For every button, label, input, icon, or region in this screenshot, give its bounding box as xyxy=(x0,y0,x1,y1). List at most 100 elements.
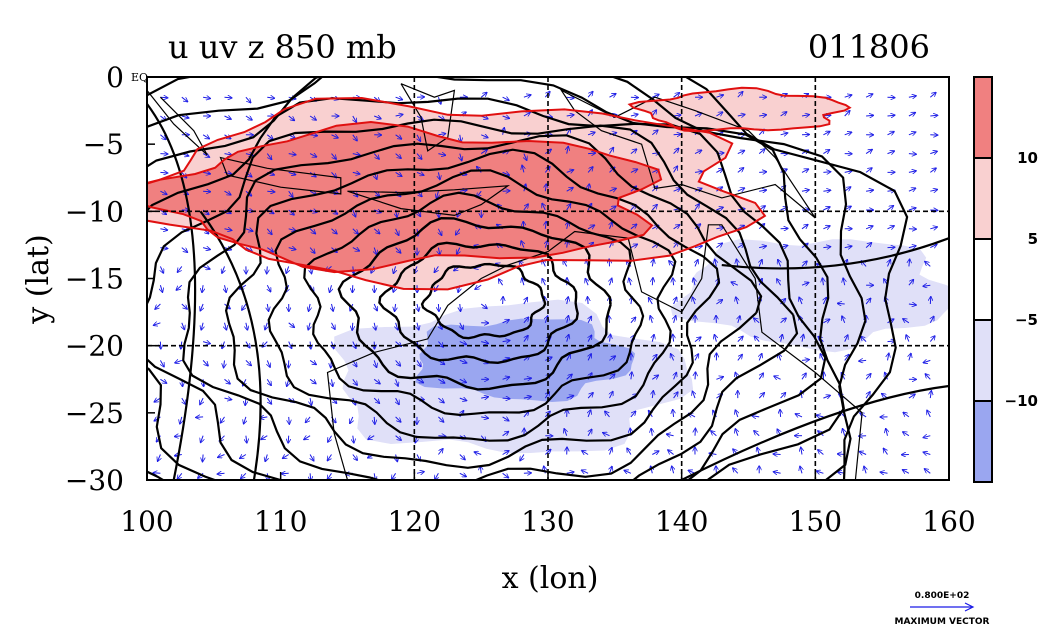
wind-vector xyxy=(715,260,717,267)
wind-vector xyxy=(438,416,443,422)
wind-vector xyxy=(865,226,873,229)
colorbar-swatch xyxy=(973,157,993,240)
wind-vector xyxy=(266,153,271,160)
wind-vector xyxy=(481,417,488,418)
wind-vector xyxy=(672,467,674,474)
wind-vector xyxy=(523,378,531,379)
wind-vector xyxy=(224,154,232,155)
wind-vector xyxy=(566,97,574,98)
wind-vector xyxy=(158,454,161,461)
wind-vector xyxy=(459,473,466,476)
wind-vector xyxy=(924,436,931,438)
wind-vector xyxy=(845,335,848,342)
wind-vector xyxy=(625,471,632,474)
wind-vector xyxy=(886,429,888,436)
wind-vector xyxy=(287,379,289,386)
wind-vector xyxy=(457,247,460,254)
x-tick-label: 100 xyxy=(120,505,173,538)
wind-vector xyxy=(908,208,916,210)
wind-vector xyxy=(309,378,316,383)
wind-vector xyxy=(202,285,203,292)
colorbar-swatch xyxy=(973,76,993,159)
wind-vector xyxy=(242,303,247,310)
wind-vector xyxy=(266,228,271,234)
wind-vector xyxy=(609,316,610,323)
wind-vector xyxy=(353,115,357,122)
wind-vector xyxy=(396,322,398,330)
wind-vector xyxy=(801,169,808,172)
wind-vector xyxy=(368,436,375,440)
wind-vector xyxy=(373,378,380,383)
wind-vector xyxy=(203,172,210,173)
wind-vector xyxy=(588,153,595,154)
wind-vector xyxy=(610,279,612,286)
wind-vector xyxy=(395,435,401,440)
y-tick-eq-suffix: EQ xyxy=(131,71,148,84)
wind-vector xyxy=(865,374,871,380)
wind-vector xyxy=(780,112,787,117)
wind-vector xyxy=(888,260,891,267)
wind-vector xyxy=(288,154,296,155)
wind-vector xyxy=(306,416,311,422)
wind-vector xyxy=(888,354,889,361)
height-contour xyxy=(224,148,721,469)
wind-vector xyxy=(588,317,591,324)
wind-vector xyxy=(160,379,166,383)
wind-vector xyxy=(475,452,482,454)
wind-vector xyxy=(481,342,488,344)
wind-vector xyxy=(927,411,930,418)
wind-vector xyxy=(866,115,873,116)
wind-vector xyxy=(567,297,569,305)
wind-vector xyxy=(673,189,681,192)
wind-vector xyxy=(438,449,442,455)
wind-vector xyxy=(267,266,268,273)
wind-vector xyxy=(908,132,916,135)
wind-vector xyxy=(908,113,915,116)
wind-vector xyxy=(564,429,566,436)
wind-vector xyxy=(823,278,824,286)
wind-vector xyxy=(903,432,910,436)
wind-vector xyxy=(609,189,616,192)
wind-vector xyxy=(796,414,803,417)
wind-vector xyxy=(353,209,356,217)
wind-vector xyxy=(460,303,461,311)
wind-vector xyxy=(903,470,910,473)
wind-vector xyxy=(160,172,167,173)
wind-vector xyxy=(416,472,424,474)
wind-vector xyxy=(502,341,510,342)
wind-vector xyxy=(352,248,359,251)
wind-vector xyxy=(328,473,332,479)
wind-vector xyxy=(755,336,760,342)
wind-vector xyxy=(823,190,830,191)
wind-vector xyxy=(609,207,616,211)
wind-vector xyxy=(392,473,396,479)
wind-vector xyxy=(588,297,589,305)
wind-vector xyxy=(693,298,696,305)
wind-vector xyxy=(177,284,183,290)
wind-vector xyxy=(716,243,722,249)
wind-vector xyxy=(160,97,167,98)
plot-area xyxy=(147,77,949,480)
wind-vector xyxy=(842,316,845,323)
wind-vector xyxy=(823,298,826,305)
wind-vector xyxy=(499,279,503,286)
wind-vector xyxy=(930,245,936,248)
wind-vector xyxy=(737,188,744,191)
wind-vector xyxy=(267,247,273,252)
wind-vector xyxy=(545,222,546,229)
wind-vector xyxy=(352,322,353,330)
x-tick-label: 110 xyxy=(254,505,307,538)
wind-vector xyxy=(759,190,766,191)
wind-vector xyxy=(304,436,311,440)
wind-vector xyxy=(566,375,572,380)
wind-vector xyxy=(609,94,616,97)
wind-vector xyxy=(735,429,737,436)
wind-vector xyxy=(567,147,569,154)
wind-vector xyxy=(629,279,631,286)
wind-vector xyxy=(610,467,612,474)
wind-vector xyxy=(523,95,531,97)
wind-vector xyxy=(757,448,759,455)
wind-vector xyxy=(774,472,781,474)
wind-vector xyxy=(780,410,781,417)
